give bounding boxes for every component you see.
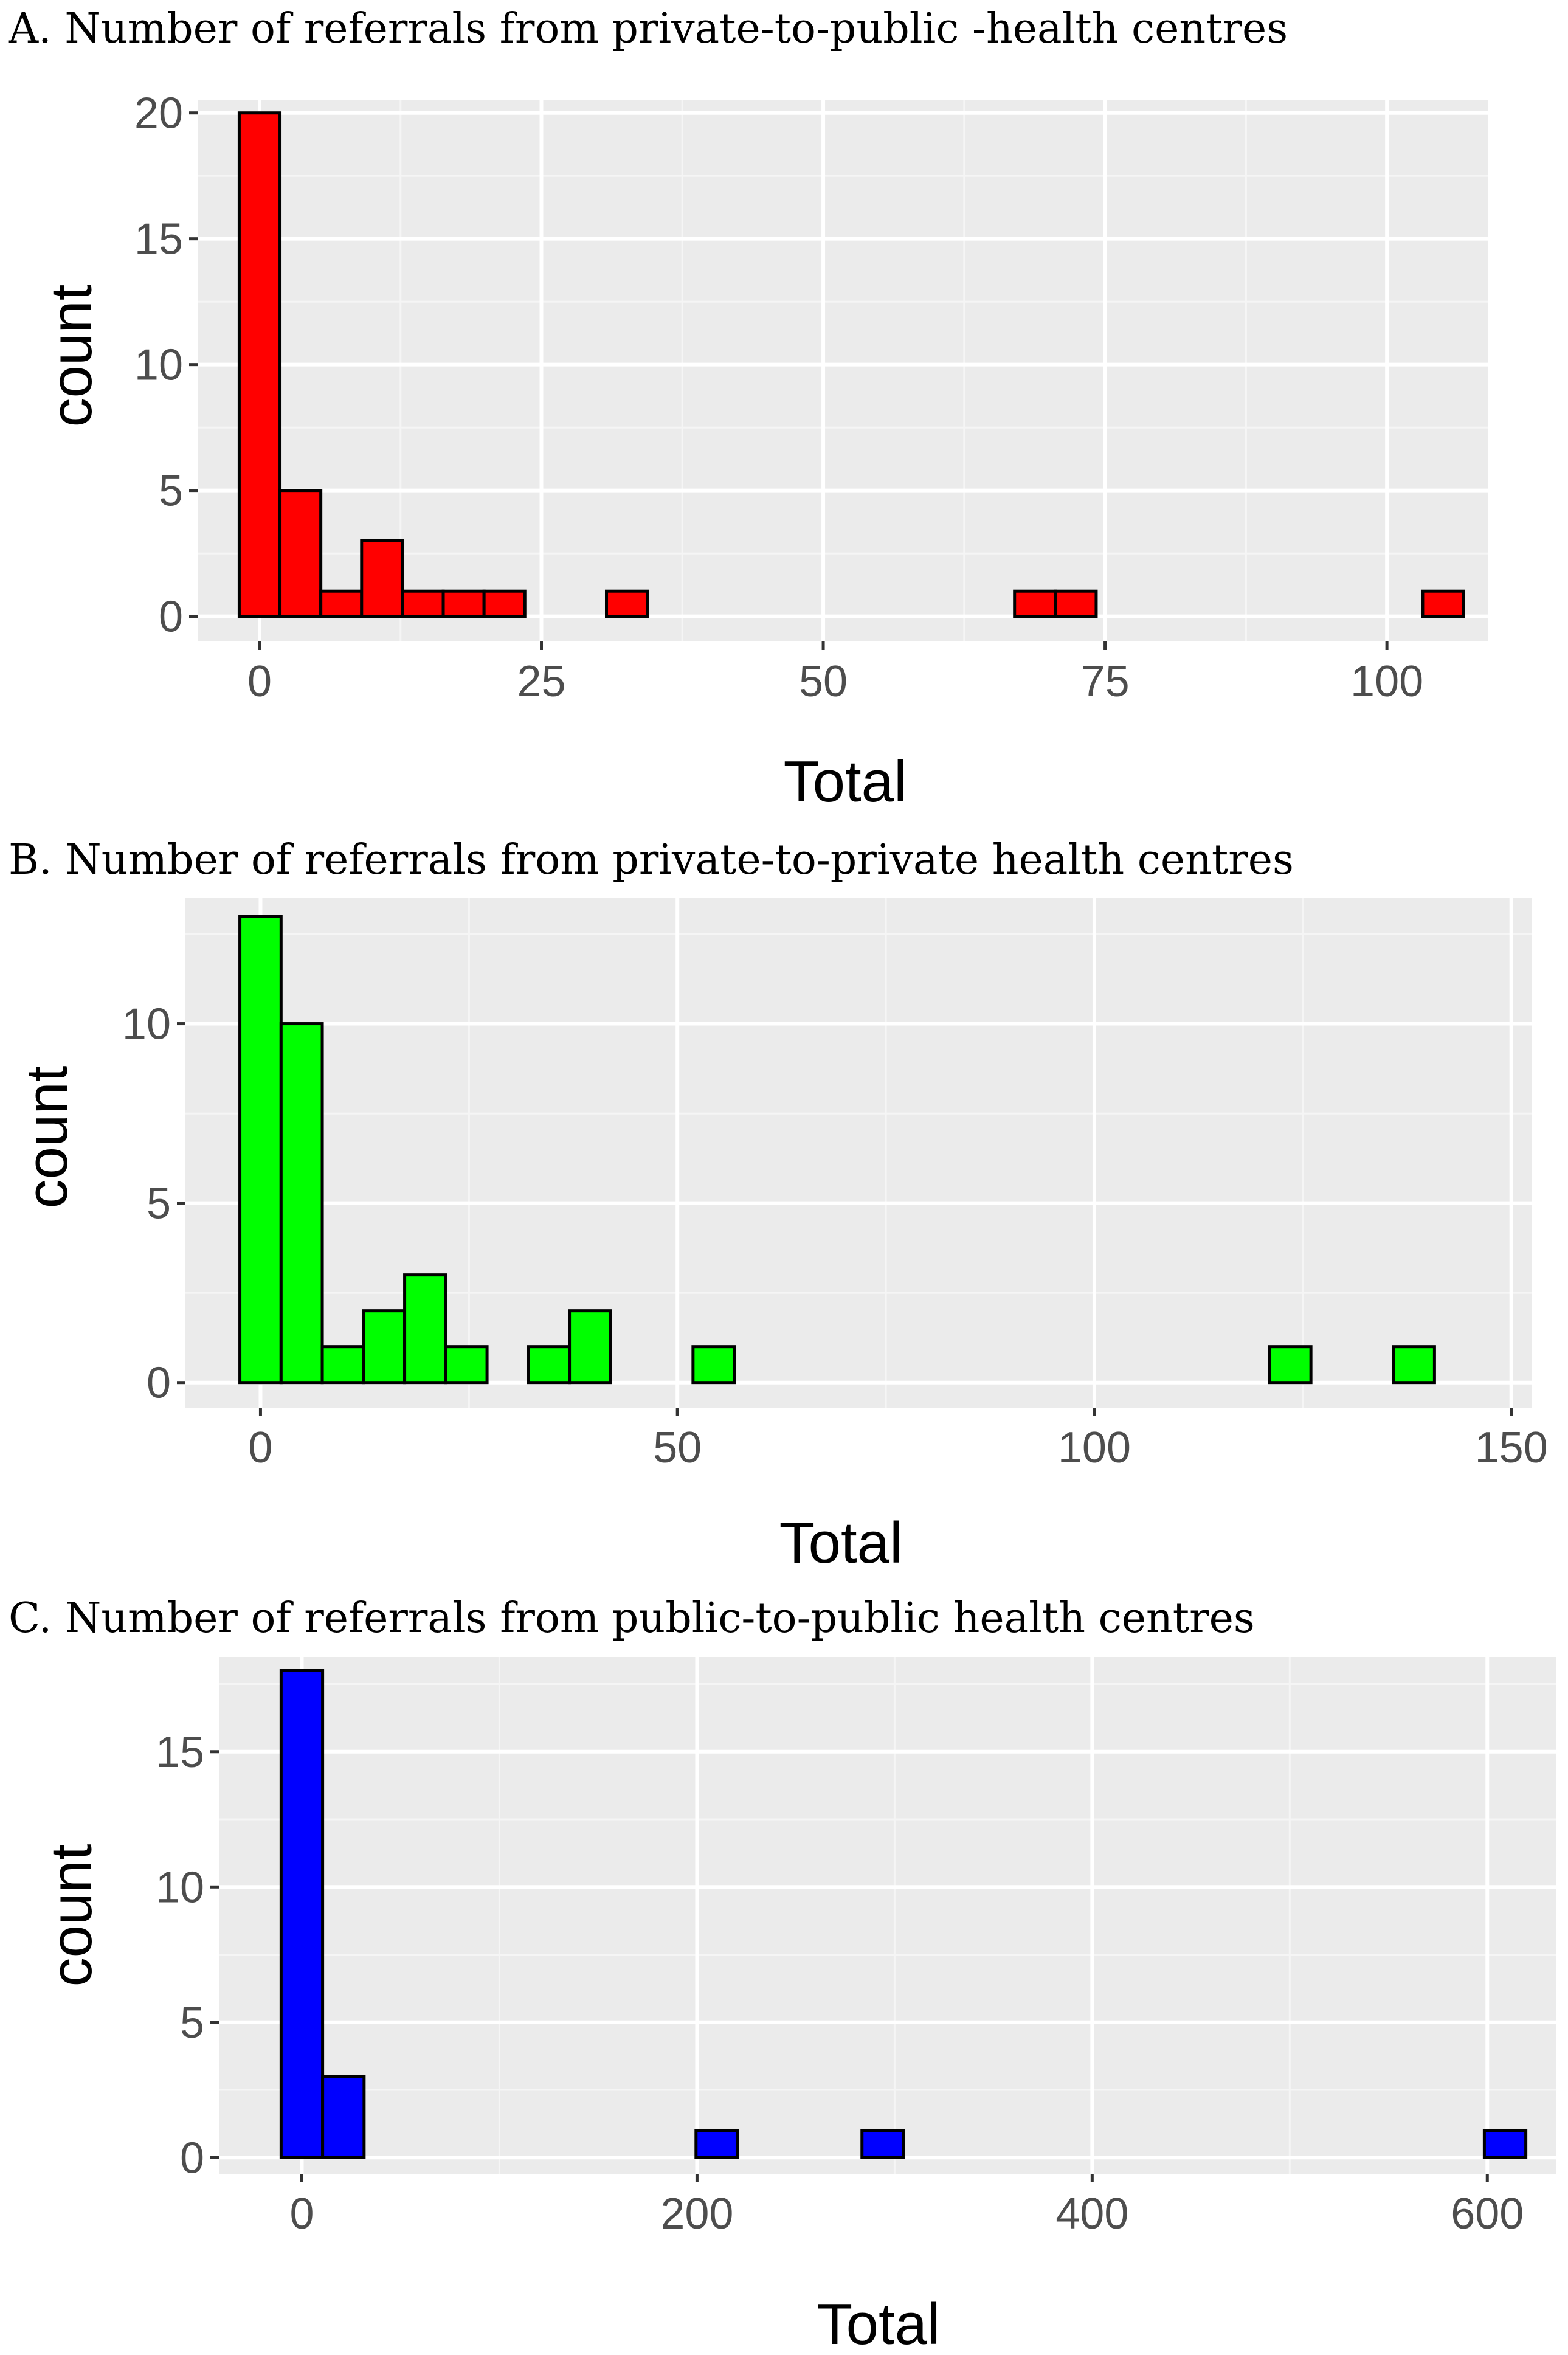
panel-c-x-tick-label: 600	[1451, 2190, 1524, 2238]
panel-c-x-tick-label: 200	[660, 2190, 733, 2238]
panel-a-y-tick-label: 20	[134, 89, 183, 138]
panel-a-x-tick-label: 25	[517, 657, 565, 706]
panel-c-bar-10	[694, 2129, 739, 2159]
panel-b-histogram: 0 50 100 150 0 5 10	[122, 898, 1548, 1472]
panel-a-y-tick-label: 5	[159, 467, 183, 516]
panel-c-x-tick-label: 0	[289, 2190, 314, 2238]
panel-c-bar-0	[279, 1669, 325, 2159]
panel-a-bar-20	[1054, 589, 1098, 618]
panel-b-x-tick-label: 0	[248, 1423, 272, 1472]
panel-c-bar-29	[1482, 2129, 1528, 2159]
panel-c-background	[219, 1657, 1556, 2174]
panel-a-bar-3	[360, 539, 404, 618]
panel-a-bar-0	[237, 111, 282, 618]
panel-b-bar-8	[568, 1309, 612, 1385]
panel-b-bar-2	[320, 1345, 365, 1385]
panel-b-bar-3	[362, 1309, 407, 1385]
panel-c-title: C. Number of referrals from public-to-pu…	[9, 1594, 1255, 1642]
panel-b-bar-4	[403, 1273, 447, 1385]
panel-a-x-tick-label: 75	[1081, 657, 1130, 706]
panel-b-title: B. Number of referrals from private-to-p…	[9, 836, 1294, 884]
panel-b-y-axis-label: count	[15, 1066, 80, 1209]
panel-c-bar-1	[321, 2075, 366, 2159]
panel-a-title: A. Number of referrals from private-to-p…	[8, 5, 1288, 53]
panel-b-x-tick-label: 100	[1058, 1423, 1131, 1472]
panel-a-bar-5	[441, 589, 486, 618]
panel-a-y-tick-label: 15	[134, 215, 183, 264]
panel-c-y-tick-label: 5	[180, 1999, 204, 2047]
panel-c-y-axis-label: count	[39, 1844, 104, 1987]
panel-b-bar-28	[1392, 1345, 1436, 1385]
panel-a-bar-2	[319, 589, 364, 618]
panel-b-bar-0	[238, 915, 283, 1385]
panel-b-y-tick-label: 5	[147, 1180, 171, 1228]
panel-a-x-tick-label: 100	[1350, 657, 1423, 706]
panel-a-bar-19	[1013, 589, 1057, 618]
panel-a-x-tick-label: 0	[247, 657, 272, 706]
panel-c-histogram: 0 200 400 600 0 5 10 15	[156, 1657, 1556, 2238]
panel-c-x-axis-label: Total	[817, 2292, 941, 2355]
panel-a-bar-6	[482, 589, 527, 618]
panel-b-y-tick-label: 0	[147, 1359, 171, 1408]
panel-a-y-tick-label: 0	[159, 593, 183, 641]
panel-b-x-tick-label: 50	[653, 1423, 702, 1472]
panel-a-y-axis-label: count	[39, 285, 104, 427]
panel-a-background	[198, 100, 1488, 641]
panel-c-y-tick-label: 10	[156, 1863, 204, 1912]
panel-c-x-tick-label: 400	[1055, 2190, 1128, 2238]
panel-b-bar-7	[527, 1345, 572, 1385]
panel-a-bar-1	[278, 489, 323, 618]
panel-b-bar-11	[691, 1345, 736, 1385]
panel-a-y-tick-label: 10	[134, 341, 183, 390]
panel-b-x-axis-label: Total	[779, 1510, 903, 1575]
panel-c-bar-14	[860, 2129, 905, 2159]
panel-b-y-tick-label: 10	[122, 1000, 171, 1049]
panel-a-x-tick-label: 50	[799, 657, 848, 706]
panel-c-y-tick-label: 0	[180, 2134, 204, 2182]
panel-a-bar-4	[401, 589, 445, 618]
panel-a-bar-9	[604, 589, 649, 618]
panel-a-histogram: 0 25 50 75 100 0 5 10 15 20	[134, 89, 1488, 706]
panel-c-y-tick-label: 15	[156, 1728, 204, 1777]
panel-b-bar-1	[279, 1022, 324, 1385]
panel-b-x-tick-label: 150	[1475, 1423, 1548, 1472]
panel-b-bar-25	[1268, 1345, 1313, 1385]
panel-a-x-axis-label: Total	[784, 749, 907, 814]
panel-b-bar-5	[444, 1345, 489, 1385]
panel-a-bar-29	[1421, 589, 1465, 618]
